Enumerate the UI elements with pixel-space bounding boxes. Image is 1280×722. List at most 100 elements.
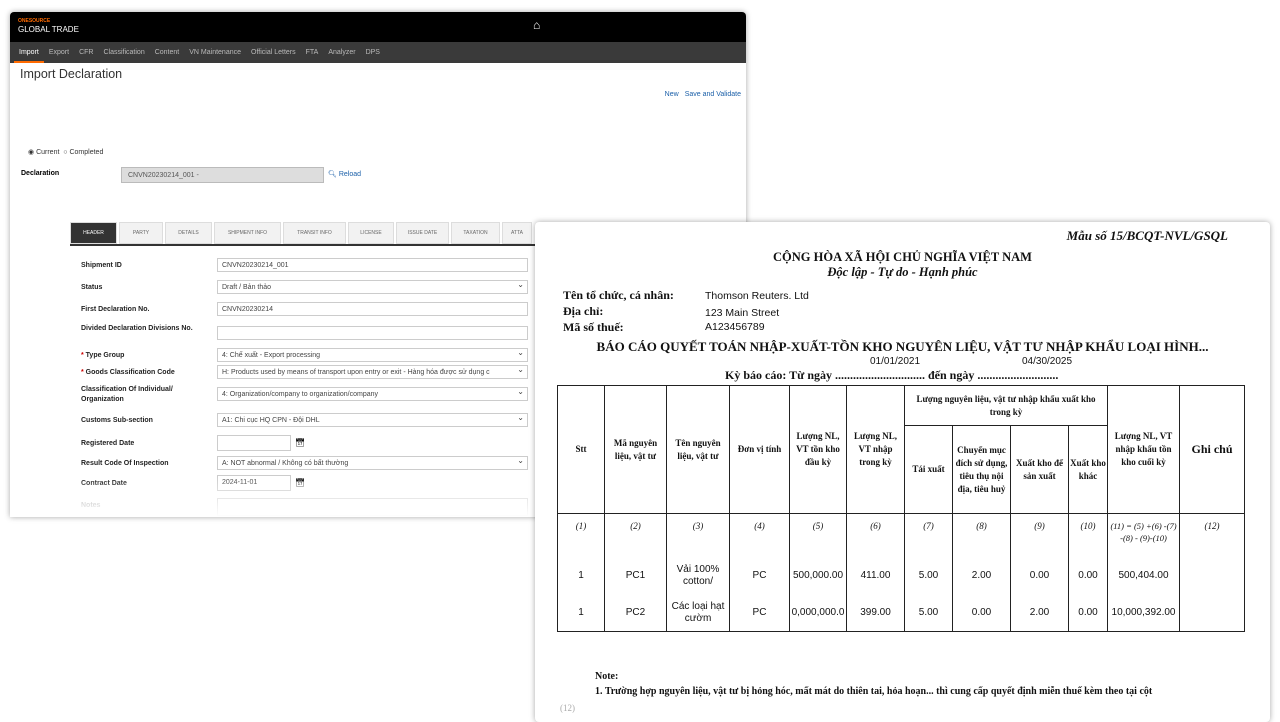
save-validate-link[interactable]: Save and Validate (684, 91, 741, 98)
col-header: Stt (557, 385, 605, 514)
period-to: 04/30/2025 (1022, 356, 1073, 367)
radio-completed[interactable]: ○ Completed (63, 149, 104, 156)
col-number: (8) (952, 513, 1011, 558)
customs-subsection-select[interactable]: A1: Chi cục HQ CPN - Đội DHL (217, 413, 528, 427)
type-group-select[interactable]: 4: Chế xuất - Export processing (217, 348, 528, 362)
tab-license[interactable]: LICENSE (348, 222, 394, 244)
table-row: 1 PC2 Các loại hạt cườm PC 0,000,000.0 3… (557, 594, 1245, 632)
cell-note (1179, 594, 1245, 632)
motto: Độc lập - Tự do - Hạnh phúc (827, 265, 978, 279)
top-bar: ONESOURCE GLOBAL TRADE ⌂ (10, 12, 746, 42)
declaration-input[interactable]: CNVN20230214_001 - (121, 167, 324, 183)
cell-prod: 2.00 (1010, 594, 1069, 632)
report-document: Mẫu số 15/BCQT-NVL/GSQL CỘNG HÒA XÃ HỘI … (535, 222, 1270, 722)
nav-content[interactable]: Content (154, 49, 180, 56)
cell-close: 500,404.00 (1107, 557, 1180, 595)
calendar-icon[interactable]: 📅︎ (295, 478, 306, 487)
org-label: Tên tổ chức, cá nhân: (563, 288, 674, 302)
home-icon[interactable]: ⌂ (533, 18, 541, 32)
reload-link[interactable]: 🔍︎ Reload (328, 170, 361, 178)
org-value: Thomson Reuters. Ltd (705, 290, 809, 302)
shipment-id-input[interactable]: CNVN20230214_001 (217, 258, 528, 272)
note-label: Note: (595, 671, 619, 682)
main-nav: Import Export CFR Classification Content… (10, 42, 746, 63)
tab-attachments[interactable]: ATTA (502, 222, 532, 244)
tab-bar: HEADER PARTY DETAILS SHIPMENT INFO TRANS… (70, 222, 746, 246)
report-title: BÁO CÁO QUYẾT TOÁN NHẬP-XUẤT-TỒN KHO NGU… (596, 339, 1209, 354)
table-row: 1 PC1 Vải 100% cotton/ PC 500,000.00 411… (557, 557, 1245, 595)
col-group-header: Lượng nguyên liệu, vật tư nhập khẩu xuất… (904, 385, 1108, 426)
cell-reexport: 5.00 (904, 557, 953, 595)
brand-small: ONESOURCE (18, 18, 51, 24)
col-number: (10) (1068, 513, 1108, 558)
cell-stt: 1 (557, 594, 605, 632)
col-header: Chuyển mục đích sử dụng, tiêu thụ nội đị… (952, 425, 1011, 514)
cell-open: 0,000,000.0 (789, 594, 847, 632)
cell-repurpose: 0.00 (952, 594, 1011, 632)
cell-in: 399.00 (846, 594, 905, 632)
col-number: (11) = (5) +(6) -(7) -(8) - (9)-(10) (1107, 513, 1180, 558)
period-to-label: đến ngày ........................... (925, 368, 1059, 382)
col-header: Lượng NL, VT tồn kho đầu kỳ (789, 385, 847, 514)
cell-code: PC1 (604, 557, 667, 595)
cell-prod: 0.00 (1010, 557, 1069, 595)
tab-details[interactable]: DETAILS (165, 222, 212, 244)
cell-stt: 1 (557, 557, 605, 595)
nav-vn-maintenance[interactable]: VN Maintenance (189, 49, 242, 56)
registered-date-input[interactable] (217, 435, 291, 451)
declaration-label: Declaration (21, 170, 60, 177)
field-label: Contract Date (81, 480, 127, 487)
nav-fta[interactable]: FTA (305, 49, 319, 56)
tab-header[interactable]: HEADER (70, 222, 117, 244)
nav-dps[interactable]: DPS (365, 49, 380, 56)
col-header: Ghi chú (1179, 385, 1245, 514)
cell-name: Các loại hạt cườm (666, 594, 730, 632)
radio-current[interactable]: ◉ Current (28, 149, 60, 156)
col-number: (5) (789, 513, 847, 558)
tab-party[interactable]: PARTY (119, 222, 163, 244)
nav-classification[interactable]: Classification (103, 49, 145, 56)
note-item-1: 1. Trường hợp nguyên liệu, vật tư bị hỏn… (595, 686, 1153, 697)
nav-import[interactable]: Import (14, 42, 44, 63)
nation-header: CỘNG HÒA XÃ HỘI CHỦ NGHĨA VIỆT NAM (773, 250, 1032, 264)
tab-taxation[interactable]: TAXATION (451, 222, 500, 244)
cell-unit: PC (729, 557, 790, 595)
classification-individual-select[interactable]: 4: Organization/company to organization/… (217, 387, 528, 401)
field-label: Customs Sub-section (81, 417, 153, 424)
field-label: Type Group (85, 352, 125, 359)
col-header: Xuất kho khác (1068, 425, 1108, 514)
inspection-result-select[interactable]: A: NOT abnormal / Không có bất thường (217, 456, 528, 470)
nav-export[interactable]: Export (48, 49, 70, 56)
nav-cfr[interactable]: CFR (79, 49, 94, 56)
radio-current-label: Current (36, 149, 60, 156)
tab-transit-info[interactable]: TRANSIT INFO (283, 222, 346, 244)
field-label: Shipment ID (81, 262, 122, 269)
col-number: (6) (846, 513, 905, 558)
col-header: Tên nguyên liệu, vật tư (666, 385, 730, 514)
col-number: (9) (1010, 513, 1069, 558)
new-link[interactable]: New (664, 91, 679, 98)
address-value: 123 Main Street (705, 307, 780, 319)
divided-declaration-input[interactable] (217, 326, 528, 340)
search-icon[interactable]: 🔍︎ (328, 171, 337, 178)
status-select[interactable]: Draft / Bản thảo (217, 280, 528, 294)
field-label: Classification Of Individual/ Organizati… (81, 386, 173, 403)
col-number: (4) (729, 513, 790, 558)
nav-official-letters[interactable]: Official Letters (251, 49, 296, 56)
col-number: (3) (666, 513, 730, 558)
first-declaration-input[interactable]: CNVN20230214 (217, 302, 528, 316)
goods-classification-select[interactable]: H: Products used by means of transport u… (217, 365, 528, 379)
contract-date-input[interactable]: 2024-11-01 (217, 475, 291, 491)
brand-logo[interactable]: GLOBAL TRADE (18, 25, 79, 34)
col-header: Mã nguyên liệu, vật tư (604, 385, 667, 514)
field-label: Divided Declaration Divisions No. (81, 325, 193, 332)
calendar-icon[interactable]: 📅︎ (295, 438, 306, 447)
col-header: Xuất kho để sản xuất (1010, 425, 1069, 514)
notes-input[interactable] (217, 498, 528, 516)
tab-shipment-info[interactable]: SHIPMENT INFO (214, 222, 281, 244)
field-label: Status (81, 284, 103, 291)
tab-issue-date[interactable]: ISSUE DATE (396, 222, 449, 244)
col-header: Lượng NL, VT nhập khẩu tồn kho cuối kỳ (1107, 385, 1180, 514)
cell-name: Vải 100% cotton/ (666, 557, 730, 595)
nav-analyzer[interactable]: Analyzer (328, 49, 356, 56)
